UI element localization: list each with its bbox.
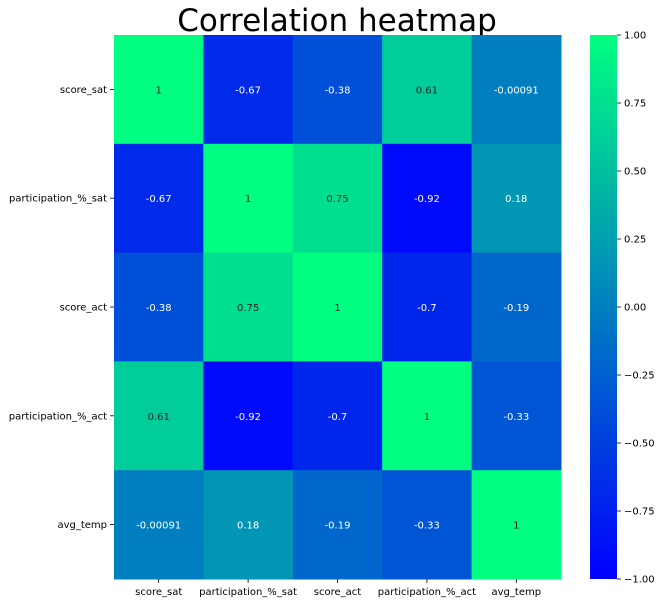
heatmap-cell — [382, 252, 473, 362]
cell-value-label: -0.33 — [503, 412, 529, 423]
cell-value-label: -0.7 — [417, 303, 437, 314]
y-tick-label: participation_%_sat — [9, 194, 107, 205]
cell-value-label: -0.67 — [235, 85, 261, 96]
heatmap-cell — [203, 143, 294, 254]
heatmap-cell — [292, 470, 383, 580]
heatmap-cell — [471, 35, 562, 145]
colorbar-tick-label: 0.50 — [624, 167, 646, 178]
cell-value-label: 1 — [424, 412, 430, 423]
colorbar-tick-label: 1.00 — [624, 31, 646, 42]
colorbar-gradient — [590, 35, 617, 579]
cell-value-label: 0.75 — [237, 303, 259, 314]
cell-value-label: -0.38 — [325, 85, 351, 96]
colorbar-tick-label: −0.25 — [624, 371, 655, 382]
cell-value-label: -0.7 — [328, 412, 348, 423]
cell-value-label: 1 — [513, 521, 519, 532]
y-tick-label: participation_%_act — [9, 411, 107, 422]
heatmap-cell — [203, 252, 294, 362]
heatmap-cell — [382, 470, 473, 580]
heatmap-cell — [471, 470, 562, 580]
heatmap-cell — [292, 252, 383, 362]
heatmap-cell — [203, 35, 294, 145]
cell-value-label: 0.18 — [505, 194, 527, 205]
heatmap-cell — [114, 252, 204, 362]
heatmap-cell — [471, 143, 562, 254]
heatmap-cell — [382, 143, 473, 254]
cell-value-label: -0.92 — [235, 412, 261, 423]
cell-value-label: 0.75 — [326, 194, 348, 205]
heatmap-cell — [292, 361, 383, 471]
y-tick-label: score_act — [60, 303, 107, 314]
heatmap-cells: 1 -0.67 -0.38 0.61 -0.00091 -0.67 1 0.75 -0.92 0.… — [114, 35, 562, 580]
heatmap-cell — [382, 361, 473, 471]
x-tick-label: score_sat — [135, 587, 182, 598]
colorbar-tick-label: 0.00 — [624, 303, 646, 314]
heatmap-cell — [114, 143, 204, 254]
cell-value-label: 0.18 — [237, 521, 259, 532]
colorbar-tick-label: 0.75 — [624, 99, 646, 110]
y-tick-label: score_sat — [60, 85, 107, 96]
cell-value-label: -0.38 — [146, 303, 172, 314]
chart-title: Correlation heatmap — [177, 3, 497, 39]
heatmap-cell — [382, 35, 473, 145]
cell-value-label: 0.61 — [416, 85, 438, 96]
heatmap-cell — [203, 470, 294, 580]
cell-value-label: 1 — [334, 303, 340, 314]
y-tick-labels: score_sat participation_%_sat score_actpar… — [9, 85, 114, 531]
x-tick-label: participation_%_sat — [199, 587, 297, 598]
cell-value-label: 0.61 — [148, 412, 170, 423]
cell-value-label: -0.19 — [503, 303, 529, 314]
heatmap-cell — [471, 252, 562, 362]
x-tick-label: avg_temp — [492, 587, 542, 598]
colorbar-tick-label: −0.75 — [624, 507, 655, 518]
colorbar-tick-label: 0.25 — [624, 235, 646, 246]
cell-value-label: -0.00091 — [494, 85, 539, 96]
x-tick-label: participation_%_act — [378, 587, 476, 598]
cell-value-label: -0.19 — [325, 521, 351, 532]
heatmap-cell — [114, 361, 204, 471]
cell-value-label: -0.00091 — [136, 521, 181, 532]
y-tick-label: avg_temp — [57, 520, 107, 531]
heatmap-cell — [292, 35, 383, 145]
cell-value-label: -0.92 — [414, 194, 440, 205]
heatmap-cell — [292, 143, 383, 254]
cell-value-label: 1 — [245, 194, 251, 205]
colorbar: 1.00 0.75 0.50 0.25 0.00 −0.25 −0.50 −0.75 −1.00 — [590, 31, 655, 586]
cell-value-label: -0.33 — [414, 521, 440, 532]
colorbar-tick-label: −1.00 — [624, 575, 655, 586]
colorbar-tick-label: −0.50 — [624, 439, 655, 450]
x-tick-labels: score_sat participation_%_sat score_act par… — [135, 579, 541, 598]
heatmap-cell — [203, 361, 294, 471]
cell-value-label: 1 — [156, 85, 162, 96]
heatmap-cell — [114, 35, 204, 145]
heatmap-cell — [114, 470, 204, 580]
heatmap-cell — [471, 361, 562, 471]
x-tick-label: score_act — [314, 587, 361, 598]
cell-value-label: -0.67 — [146, 194, 172, 205]
